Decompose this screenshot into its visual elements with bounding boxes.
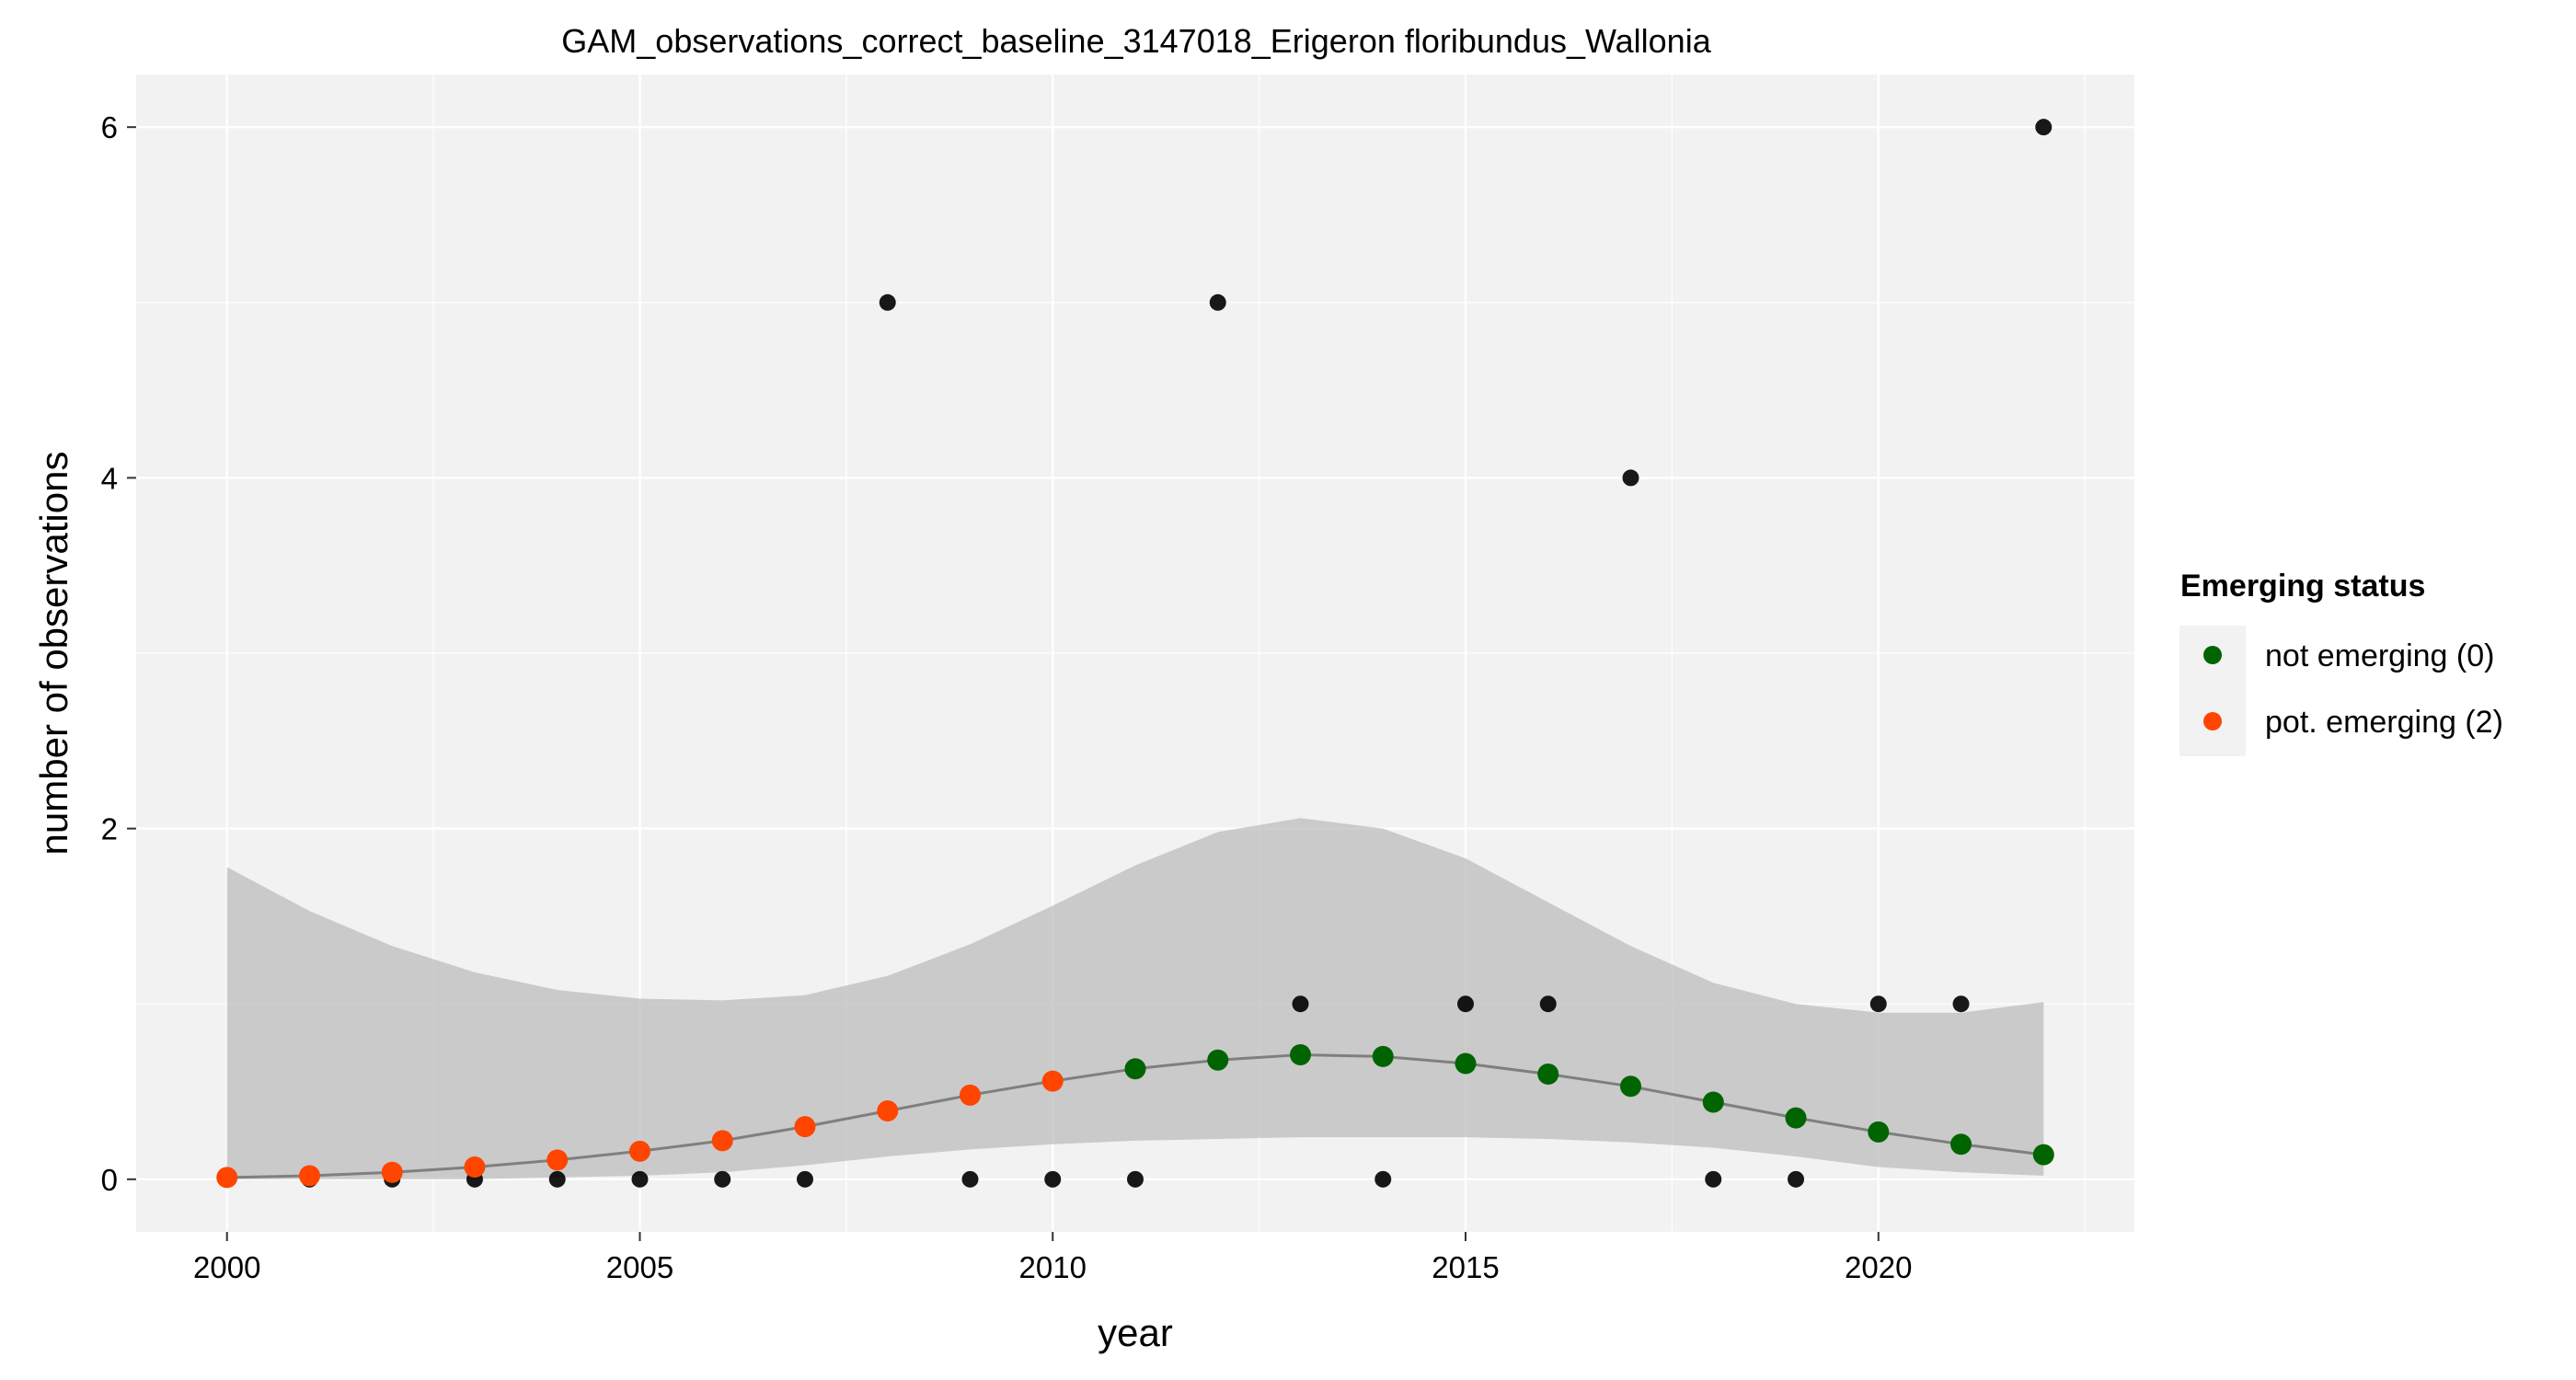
legend-key-not-emerging — [2203, 646, 2222, 664]
legend-key-background — [2179, 626, 2246, 756]
observation-point — [1952, 995, 1970, 1013]
x-tick-label: 2005 — [606, 1250, 673, 1284]
fit-point — [959, 1084, 981, 1106]
y-tick-label: 0 — [101, 1163, 118, 1197]
legend-key-pot-emerging — [2203, 712, 2222, 730]
fit-point — [1537, 1063, 1559, 1085]
confidence-band-area — [226, 818, 2044, 1179]
fit-point — [1372, 1045, 1394, 1067]
legend-label-not-emerging: not emerging (0) — [2265, 638, 2494, 673]
observation-point — [548, 1170, 566, 1188]
observation-point — [1705, 1170, 1722, 1188]
fit-point — [298, 1165, 320, 1187]
fit-point — [546, 1149, 569, 1171]
observation-point — [714, 1170, 731, 1188]
fit-point — [877, 1099, 899, 1121]
observation-point — [1869, 995, 1887, 1013]
axes: 2000 2005 2010 2015 2020 0 2 4 6 — [101, 110, 1913, 1284]
fit-point — [464, 1156, 486, 1178]
fit-point — [1868, 1121, 1890, 1143]
fit-point — [1620, 1075, 1642, 1098]
chart-title: GAM_observations_correct_baseline_314701… — [561, 22, 1711, 60]
observation-point — [1788, 1170, 1805, 1188]
fit-point — [2032, 1144, 2054, 1166]
observation-point — [2035, 119, 2053, 136]
fit-point — [711, 1130, 733, 1152]
y-tick-label: 4 — [101, 461, 118, 495]
fit-point — [1041, 1070, 1064, 1092]
observation-point — [1374, 1170, 1392, 1188]
x-tick-label: 2000 — [193, 1250, 260, 1284]
fit-points-group — [216, 1043, 2054, 1189]
observation-point — [1209, 293, 1226, 311]
fit-point — [1785, 1107, 1807, 1129]
fit-point — [216, 1167, 238, 1189]
observation-point — [961, 1170, 979, 1188]
fit-point — [381, 1161, 403, 1183]
fit-point — [1290, 1043, 1312, 1065]
y-tick-label: 2 — [101, 812, 118, 846]
observation-point — [1292, 995, 1309, 1013]
observation-point — [796, 1170, 813, 1188]
observation-point — [1457, 995, 1475, 1013]
fit-point — [1124, 1058, 1146, 1080]
y-axis-label: number of observations — [32, 452, 75, 856]
fit-point — [1455, 1052, 1477, 1075]
x-axis-label: year — [1098, 1311, 1173, 1354]
y-tick-label: 6 — [101, 110, 118, 144]
x-tick-label: 2020 — [1845, 1250, 1912, 1284]
legend-title: Emerging status — [2180, 569, 2425, 604]
observation-point — [1622, 469, 1639, 487]
fit-point — [1702, 1091, 1724, 1113]
observation-point — [1127, 1170, 1144, 1188]
fit-point — [1950, 1133, 1972, 1156]
fit-point — [1207, 1049, 1229, 1071]
legend: Emerging status not emerging (0) pot. em… — [2179, 569, 2503, 756]
observation-point — [1044, 1170, 1062, 1188]
observation-point — [879, 293, 896, 311]
legend-label-pot-emerging: pot. emerging (2) — [2265, 705, 2503, 740]
fit-point — [628, 1140, 650, 1162]
x-tick-label: 2010 — [1019, 1250, 1087, 1284]
fit-point — [794, 1116, 816, 1138]
observation-point — [1539, 995, 1557, 1013]
observation-point — [631, 1170, 649, 1188]
confidence-band — [226, 818, 2044, 1179]
x-tick-label: 2015 — [1432, 1250, 1499, 1284]
